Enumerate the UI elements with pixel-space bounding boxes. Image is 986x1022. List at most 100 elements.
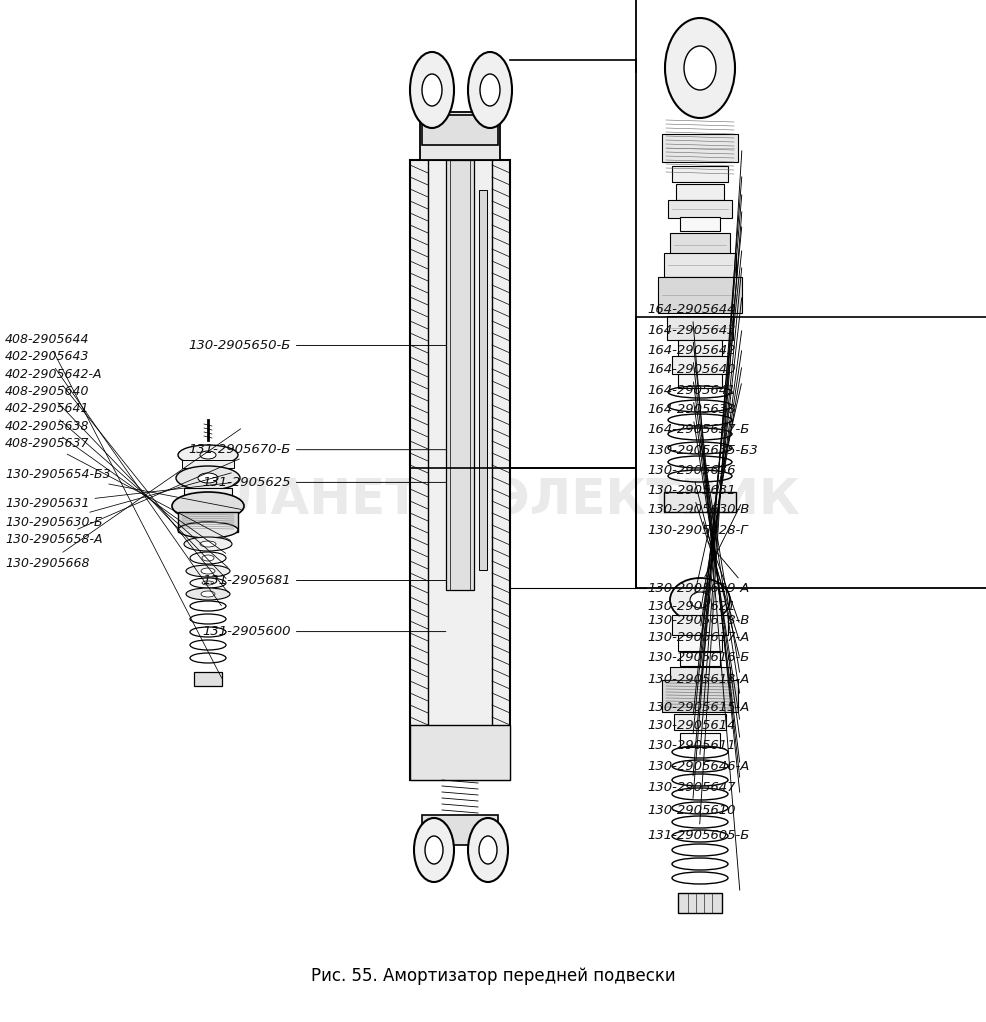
- Ellipse shape: [480, 74, 500, 106]
- Ellipse shape: [690, 592, 710, 608]
- Bar: [678, 340, 722, 356]
- Bar: [667, 316, 733, 340]
- Ellipse shape: [202, 580, 214, 585]
- Ellipse shape: [422, 74, 442, 106]
- Ellipse shape: [684, 46, 716, 90]
- Text: 131-2905600: 131-2905600: [202, 625, 446, 638]
- Text: 402-2905643: 402-2905643: [5, 351, 222, 606]
- Bar: [184, 487, 232, 496]
- Text: 131-2905681: 131-2905681: [202, 574, 446, 587]
- Text: 164-2905640: 164-2905640: [648, 364, 740, 762]
- Bar: [678, 893, 722, 913]
- Bar: [194, 672, 222, 686]
- Bar: [678, 635, 722, 651]
- Ellipse shape: [479, 836, 497, 864]
- Bar: [479, 190, 487, 570]
- Text: 130-2905616-Б: 130-2905616-Б: [648, 331, 750, 663]
- Bar: [676, 184, 724, 200]
- Text: 408-2905640: 408-2905640: [5, 385, 226, 578]
- Ellipse shape: [190, 578, 226, 588]
- Bar: [670, 667, 730, 683]
- Text: 130-2905611: 130-2905611: [648, 227, 741, 751]
- Text: 130-2905635-Б3: 130-2905635-Б3: [648, 445, 758, 672]
- Text: 130-2905630-Б: 130-2905630-Б: [5, 473, 232, 528]
- Ellipse shape: [468, 52, 512, 128]
- Text: 164-2905638: 164-2905638: [648, 404, 740, 719]
- Text: 402-2905638: 402-2905638: [5, 420, 226, 553]
- Ellipse shape: [425, 836, 443, 864]
- Bar: [680, 652, 720, 666]
- Bar: [182, 460, 234, 468]
- Text: 131-2905605-Б: 131-2905605-Б: [648, 151, 750, 842]
- Bar: [420, 112, 500, 160]
- Bar: [668, 200, 732, 218]
- Text: 130-2905631: 130-2905631: [648, 484, 740, 641]
- Bar: [674, 714, 726, 730]
- Bar: [662, 134, 738, 162]
- Bar: [410, 725, 510, 780]
- Text: 408-2905637: 408-2905637: [5, 437, 231, 541]
- Bar: [664, 253, 736, 277]
- Bar: [410, 160, 510, 780]
- Ellipse shape: [670, 578, 730, 622]
- Ellipse shape: [186, 588, 230, 600]
- Text: 130-2905614: 130-2905614: [648, 250, 741, 732]
- Ellipse shape: [176, 466, 240, 490]
- Text: ПЛАНЕТА  ЭЛЕКТРИК: ПЛАНЕТА ЭЛЕКТРИК: [186, 477, 800, 524]
- Text: 164-2905642: 164-2905642: [648, 344, 740, 778]
- Ellipse shape: [410, 52, 454, 128]
- Bar: [422, 115, 498, 145]
- Ellipse shape: [414, 818, 454, 882]
- Bar: [664, 492, 736, 512]
- Ellipse shape: [201, 591, 215, 597]
- Text: 130-2905646-А: 130-2905646-А: [648, 212, 750, 773]
- Bar: [670, 233, 730, 257]
- Ellipse shape: [184, 537, 232, 551]
- Text: 408-2905644: 408-2905644: [5, 333, 222, 679]
- Ellipse shape: [172, 492, 244, 520]
- Ellipse shape: [202, 555, 214, 561]
- Ellipse shape: [200, 451, 216, 459]
- Bar: [672, 615, 728, 635]
- Text: 130-2905630-В: 130-2905630-В: [648, 504, 750, 622]
- Ellipse shape: [178, 445, 238, 465]
- Text: 130-2905617-А: 130-2905617-А: [648, 351, 750, 644]
- Bar: [446, 160, 474, 590]
- Text: 130-2905636: 130-2905636: [648, 464, 740, 656]
- Ellipse shape: [468, 818, 508, 882]
- Text: 402-2905641: 402-2905641: [5, 403, 228, 567]
- Text: 402-2905642-А: 402-2905642-А: [5, 368, 229, 593]
- Text: 130-2905610: 130-2905610: [648, 177, 741, 817]
- Text: Рис. 55. Амортизатор передней подвески: Рис. 55. Амортизатор передней подвески: [311, 967, 675, 985]
- Text: 131-2905625: 131-2905625: [202, 476, 446, 489]
- Text: 130-2905618-В: 130-2905618-В: [648, 368, 750, 626]
- Text: 130-2905631: 130-2905631: [5, 482, 232, 510]
- Text: 130-2905628-Г: 130-2905628-Г: [648, 524, 748, 577]
- Text: 130-2905668: 130-2905668: [5, 429, 241, 569]
- Ellipse shape: [198, 473, 218, 483]
- Text: 130-2905615-А: 130-2905615-А: [648, 268, 750, 713]
- Ellipse shape: [665, 18, 735, 118]
- Bar: [672, 166, 728, 182]
- Text: 164-2905643: 164-2905643: [648, 324, 740, 792]
- Ellipse shape: [200, 541, 216, 547]
- Ellipse shape: [201, 568, 215, 574]
- Bar: [678, 374, 722, 388]
- Text: 164-2905644: 164-2905644: [648, 304, 740, 890]
- Ellipse shape: [178, 522, 238, 538]
- Bar: [662, 680, 738, 712]
- Bar: [658, 277, 742, 313]
- Text: 164-2905637-Б: 164-2905637-Б: [648, 423, 750, 693]
- Text: 164-2905641: 164-2905641: [648, 384, 740, 737]
- Bar: [680, 217, 720, 231]
- Bar: [422, 815, 498, 845]
- Ellipse shape: [186, 565, 230, 577]
- Bar: [680, 733, 720, 747]
- Text: 130-2905613-А: 130-2905613-А: [648, 297, 750, 686]
- Text: 130-2905658-А: 130-2905658-А: [5, 459, 240, 546]
- Text: 130-2905647: 130-2905647: [648, 195, 741, 794]
- Text: 130-2905621: 130-2905621: [648, 383, 741, 612]
- Text: 130-2905650-Б: 130-2905650-Б: [188, 339, 446, 352]
- Ellipse shape: [190, 552, 226, 564]
- Text: 130-2905654-Б3: 130-2905654-Б3: [5, 468, 242, 509]
